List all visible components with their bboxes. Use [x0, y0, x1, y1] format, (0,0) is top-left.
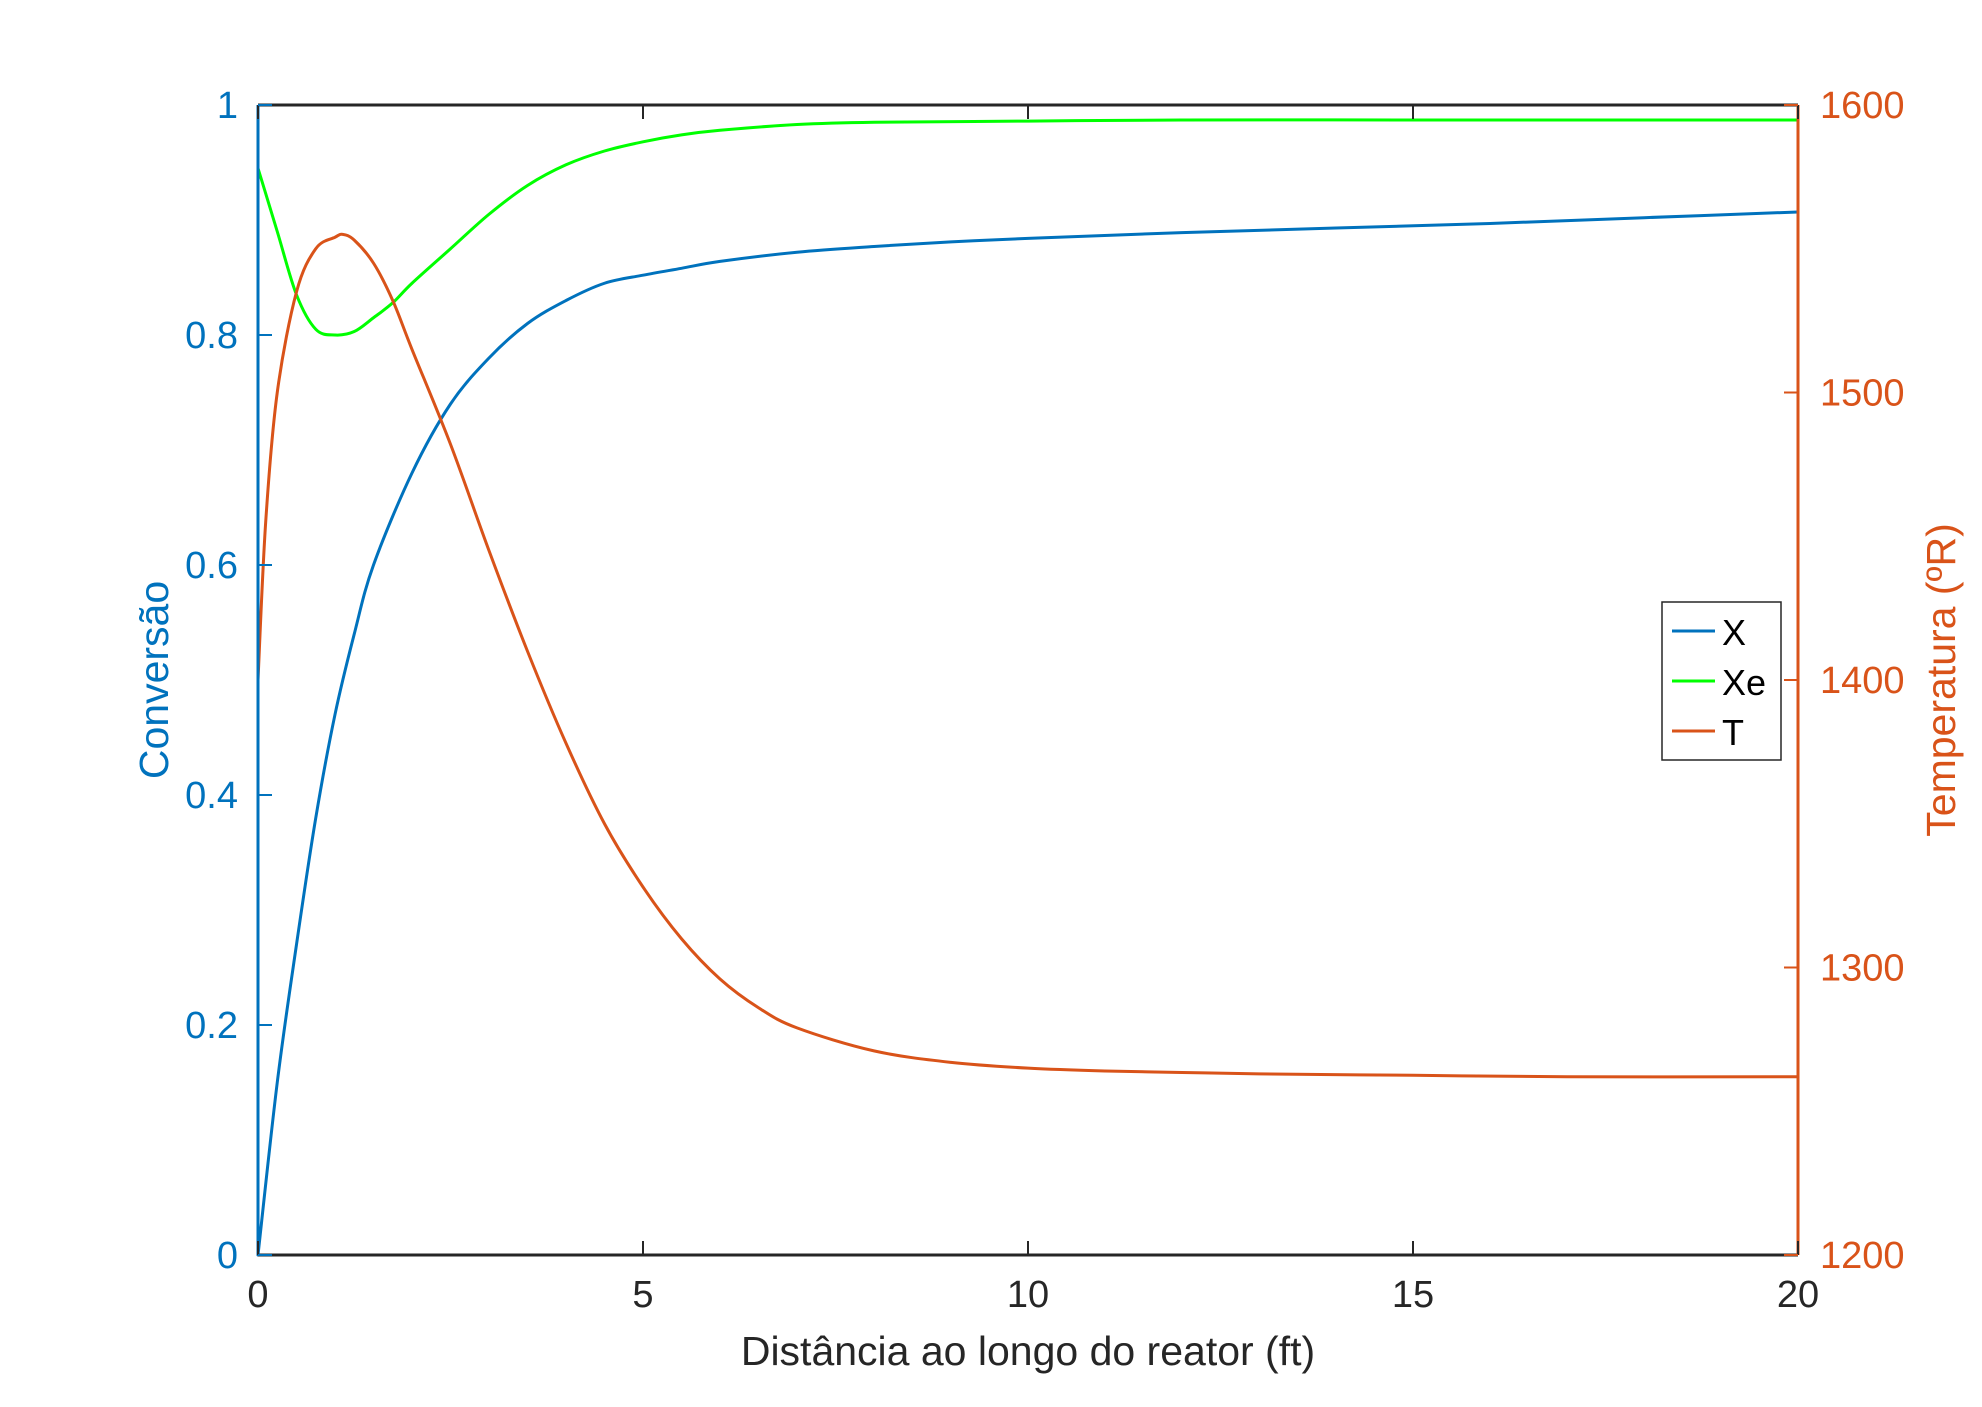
x-tick-label: 5 — [632, 1274, 653, 1316]
left-y-tick-label: 1 — [217, 85, 238, 127]
ticks-layer: 0 5 10 15 20 0 0.2 0.4 0.6 0.8 1 1200 1300 1400 1500 16… — [185, 85, 1904, 1316]
legend-label-xe: Xe — [1722, 662, 1766, 703]
right-y-tick-label: 1200 — [1820, 1235, 1905, 1277]
series-line-t — [256, 232, 1800, 1079]
legend-label-x: X — [1722, 612, 1746, 653]
right-y-tick-label: 1400 — [1820, 660, 1905, 702]
left-y-tick-label: 0.2 — [185, 1005, 238, 1047]
right-y-axis-label: Temperatura (ºR) — [1918, 523, 1964, 836]
x-tick-label: 0 — [247, 1274, 268, 1316]
left-y-axis-label: Conversão — [131, 581, 177, 779]
legend-item-x: X — [1672, 612, 1746, 653]
left-y-tick-label: 0 — [217, 1235, 238, 1277]
right-y-tick-label: 1500 — [1820, 373, 1905, 415]
right-y-tick-label: 1300 — [1820, 948, 1905, 990]
series-line-xe — [256, 118, 1800, 337]
right-y-tick-label: 1600 — [1820, 85, 1905, 127]
legend: X Xe T — [1661, 601, 1782, 761]
legend-label-t: T — [1722, 712, 1744, 753]
x-tick-label: 15 — [1392, 1274, 1434, 1316]
series-line-x — [256, 210, 1800, 1257]
plot-area — [258, 105, 1798, 1255]
left-y-tick-label: 0.4 — [185, 775, 238, 817]
left-y-tick-label: 0.6 — [185, 545, 238, 587]
legend-item-xe: Xe — [1672, 662, 1766, 703]
left-y-tick-label: 0.8 — [185, 315, 238, 357]
x-axis-label: Distância ao longo do reator (ft) — [741, 1328, 1315, 1374]
x-tick-label: 10 — [1007, 1274, 1049, 1316]
legend-item-t: T — [1672, 712, 1744, 753]
x-tick-label: 20 — [1777, 1274, 1819, 1316]
